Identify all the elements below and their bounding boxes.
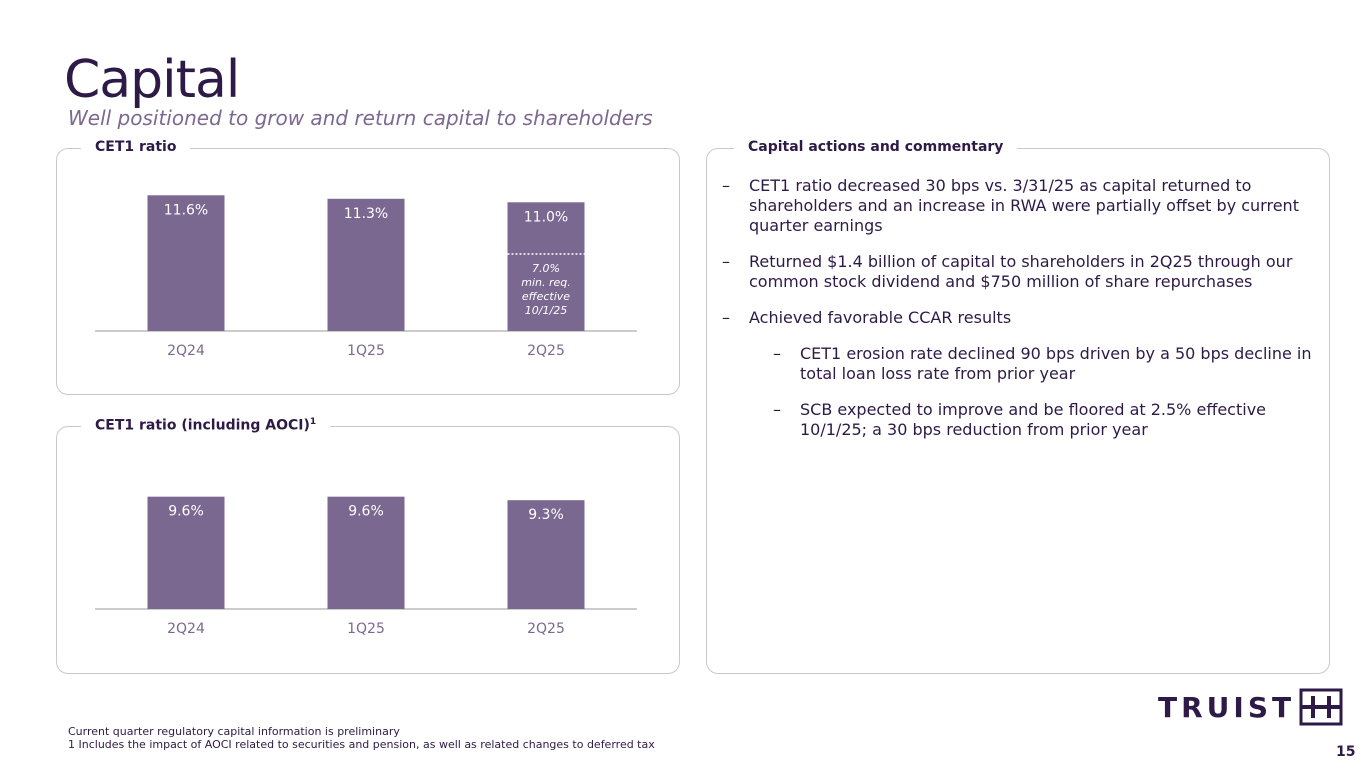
x-tick-2q25: 2Q25 bbox=[527, 621, 565, 637]
commentary-bullet: – Returned $1.4 billion of capital to sha… bbox=[722, 252, 1322, 292]
bullet-dash: – bbox=[722, 252, 730, 271]
commentary-panel bbox=[706, 148, 1330, 674]
cet1-aoci-label-text: CET1 ratio (including AOCI) bbox=[95, 417, 310, 434]
min-requirement-label: 7.0% bbox=[532, 262, 560, 275]
x-tick-1q25: 1Q25 bbox=[347, 621, 385, 637]
footnote-marker: 1 bbox=[309, 417, 317, 427]
page-subtitle: Well positioned to grow and return capit… bbox=[68, 106, 653, 130]
data-label-2q24: 9.6% bbox=[168, 504, 204, 520]
cet1-aoci-panel: 9.6% 2Q24 9.6% 1Q25 9.3% 2Q25 bbox=[56, 426, 680, 674]
bullet-text: CET1 ratio decreased 30 bps vs. 3/31/25 … bbox=[749, 176, 1299, 235]
cet1-aoci-chart: 9.6% 2Q24 9.6% 1Q25 9.3% 2Q25 bbox=[95, 496, 637, 637]
footnote-preliminary: Current quarter regulatory capital infor… bbox=[68, 725, 400, 738]
commentary-label: Capital actions and commentary bbox=[734, 139, 1018, 155]
commentary-bullet: – CET1 erosion rate declined 90 bps drive… bbox=[773, 344, 1322, 384]
cet1-ratio-label: CET1 ratio bbox=[81, 139, 191, 155]
bullet-dash: – bbox=[722, 176, 730, 195]
footnote-aoci: 1 Includes the impact of AOCI related to… bbox=[68, 738, 655, 751]
cet1-aoci-label: CET1 ratio (including AOCI)1 bbox=[81, 417, 331, 434]
commentary-bullet: – Achieved favorable CCAR results bbox=[722, 308, 1322, 328]
bullet-text: Achieved favorable CCAR results bbox=[749, 308, 1012, 327]
min-requirement-label: 10/1/25 bbox=[525, 304, 567, 317]
cet1-ratio-panel: 11.6% 2Q24 11.3% 1Q25 11.0% 2Q25 7.0% min. req.… bbox=[56, 148, 680, 395]
data-label-2q25: 9.3% bbox=[528, 507, 564, 523]
page-title: Capital bbox=[64, 50, 240, 110]
commentary-bullet: – SCB expected to improve and be floored … bbox=[773, 400, 1322, 440]
bullet-dash: – bbox=[773, 344, 781, 363]
bullet-dash: – bbox=[722, 308, 730, 327]
bar-2q25 bbox=[507, 202, 585, 331]
bullet-text: SCB expected to improve and be floored a… bbox=[800, 400, 1267, 439]
truist-logo-text: TRUIST bbox=[1158, 690, 1296, 724]
bullet-dash: – bbox=[773, 400, 781, 419]
min-requirement-label: min. req. bbox=[521, 276, 571, 289]
bullet-text: Returned $1.4 billion of capital to shar… bbox=[749, 252, 1293, 291]
page-number: 15 bbox=[1336, 744, 1356, 760]
cet1-ratio-chart: 11.6% 2Q24 11.3% 1Q25 11.0% 2Q25 7.0%min. req.… bbox=[95, 195, 637, 359]
bar-2q24 bbox=[147, 195, 225, 331]
bullet-text: CET1 erosion rate declined 90 bps driven… bbox=[800, 344, 1312, 383]
x-tick-2q24: 2Q24 bbox=[167, 343, 205, 359]
data-label-1q25: 11.3% bbox=[344, 206, 388, 222]
min-requirement-label: effective bbox=[522, 290, 570, 303]
x-tick-2q24: 2Q24 bbox=[167, 621, 205, 637]
bar-1q25 bbox=[327, 496, 405, 609]
data-label-2q25: 11.0% bbox=[524, 209, 568, 225]
truist-logo: TRUIST bbox=[1158, 688, 1343, 726]
commentary-bullet: – CET1 ratio decreased 30 bps vs. 3/31/25… bbox=[722, 176, 1322, 236]
bar-2q24 bbox=[147, 496, 225, 609]
commentary-list: – CET1 ratio decreased 30 bps vs. 3/31/25… bbox=[722, 176, 1322, 456]
bar-2q25 bbox=[507, 500, 585, 609]
x-tick-2q25: 2Q25 bbox=[527, 343, 565, 359]
truist-logo-icon bbox=[1299, 688, 1343, 726]
footnotes: Current quarter regulatory capital infor… bbox=[68, 725, 655, 751]
x-tick-1q25: 1Q25 bbox=[347, 343, 385, 359]
data-label-1q25: 9.6% bbox=[348, 504, 384, 520]
bar-1q25 bbox=[327, 198, 405, 331]
data-label-2q24: 11.6% bbox=[164, 202, 208, 218]
